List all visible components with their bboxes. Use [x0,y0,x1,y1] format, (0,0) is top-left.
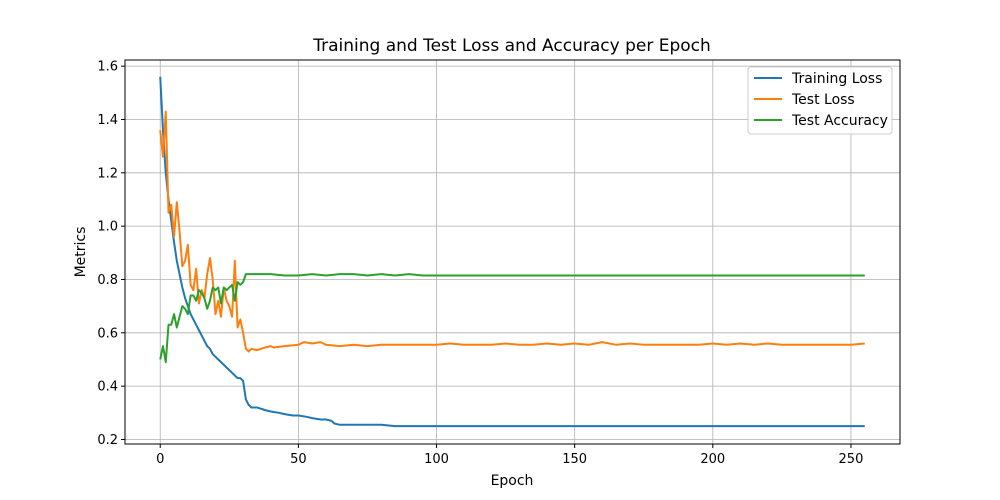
x-tick-label: 200 [700,452,725,467]
y-axis-title: Metrics [73,227,89,278]
y-tick-label: 1.6 [97,60,118,75]
legend-label-training-loss: Training Loss [791,71,882,87]
legend-box [747,66,893,135]
series-line-training-loss [159,76,865,428]
x-tick-label: 150 [562,452,587,467]
x-axis-title: Epoch [491,473,534,489]
x-tick-label: 50 [290,452,307,467]
series-line-test-accuracy [159,273,865,364]
legend: Training Loss Test Loss Test Accuracy [747,66,893,135]
x-tick-label: 100 [424,452,449,467]
legend-label-test-accuracy: Test Accuracy [791,113,888,129]
y-axis: 0.2 0.4 0.6 0.8 1.0 1.2 1.4 1.6 [97,60,125,448]
x-axis: 0 50 100 150 200 250 [156,444,863,467]
series-layer [159,76,865,428]
chart-title: Training and Test Loss and Accuracy per … [312,36,711,56]
y-tick-label: 0.2 [97,433,118,448]
y-tick-label: 0.6 [97,326,118,341]
grid-lines [125,60,900,444]
legend-label-test-loss: Test Loss [791,92,855,108]
y-tick-label: 1.4 [97,113,118,128]
x-tick-label: 250 [839,452,864,467]
y-tick-label: 1.0 [97,220,118,235]
y-tick-label: 1.2 [97,166,118,181]
y-tick-label: 0.4 [97,380,118,395]
plot-frame [124,59,901,445]
y-tick-label: 0.8 [97,273,118,288]
x-tick-label: 0 [156,452,164,467]
